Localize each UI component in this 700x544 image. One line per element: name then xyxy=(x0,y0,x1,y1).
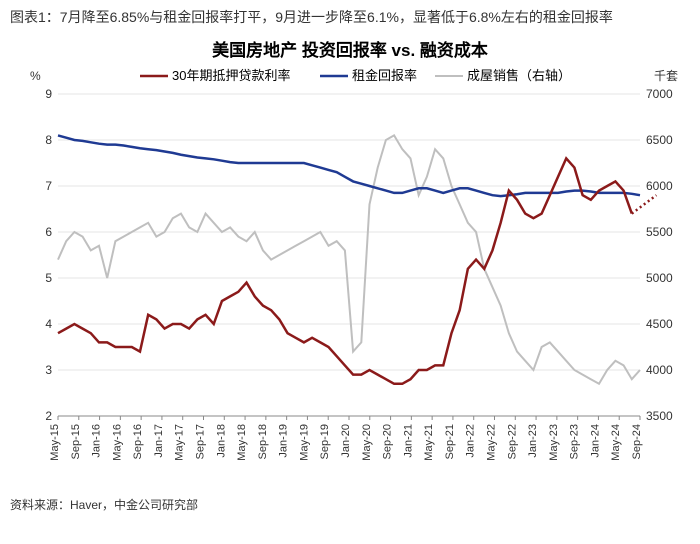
svg-text:5: 5 xyxy=(45,271,52,285)
svg-text:千套: 千套 xyxy=(654,69,678,83)
chart-title: 美国房地产 投资回报率 vs. 融资成本 xyxy=(212,40,488,60)
svg-text:3: 3 xyxy=(45,363,52,377)
svg-text:Sep-18: Sep-18 xyxy=(257,424,269,459)
home_sales-line xyxy=(58,135,640,383)
svg-text:9: 9 xyxy=(45,87,52,101)
svg-text:Jan-24: Jan-24 xyxy=(589,424,601,458)
svg-text:Sep-17: Sep-17 xyxy=(195,424,207,459)
svg-text:Jan-16: Jan-16 xyxy=(91,424,103,458)
svg-text:Sep-21: Sep-21 xyxy=(444,424,456,459)
svg-text:8: 8 xyxy=(45,133,52,147)
svg-text:4500: 4500 xyxy=(646,317,673,331)
legend-item: 租金回报率 xyxy=(352,68,417,83)
svg-text:Sep-24: Sep-24 xyxy=(631,424,643,459)
svg-text:4: 4 xyxy=(45,317,52,331)
svg-text:2: 2 xyxy=(45,409,52,423)
svg-text:5000: 5000 xyxy=(646,271,673,285)
svg-text:Jan-22: Jan-22 xyxy=(465,424,477,458)
svg-text:Jan-20: Jan-20 xyxy=(340,424,352,458)
svg-text:4000: 4000 xyxy=(646,363,673,377)
svg-text:Jan-19: Jan-19 xyxy=(278,424,290,458)
svg-text:May-18: May-18 xyxy=(236,424,248,461)
svg-text:May-22: May-22 xyxy=(486,424,498,461)
figure-caption: 图表1：7月降至6.85%与租金回报率打平，9月进一步降至6.1%，显著低于6.… xyxy=(0,0,700,32)
svg-text:May-20: May-20 xyxy=(361,424,373,461)
svg-text:Sep-22: Sep-22 xyxy=(506,424,518,459)
svg-text:Sep-23: Sep-23 xyxy=(569,424,581,459)
svg-text:%: % xyxy=(30,69,41,83)
svg-text:Jan-18: Jan-18 xyxy=(215,424,227,458)
svg-text:Jan-23: Jan-23 xyxy=(527,424,539,458)
svg-text:May-15: May-15 xyxy=(49,424,61,461)
mortgage_rate-forecast xyxy=(632,195,657,213)
svg-text:5500: 5500 xyxy=(646,225,673,239)
svg-text:Sep-19: Sep-19 xyxy=(319,424,331,459)
svg-text:Sep-20: Sep-20 xyxy=(382,424,394,459)
svg-text:6: 6 xyxy=(45,225,52,239)
svg-text:6500: 6500 xyxy=(646,133,673,147)
svg-text:Jan-21: Jan-21 xyxy=(402,424,414,458)
svg-text:May-24: May-24 xyxy=(610,424,622,461)
legend-item: 成屋销售（右轴） xyxy=(467,68,571,83)
svg-text:May-19: May-19 xyxy=(298,424,310,461)
svg-text:7: 7 xyxy=(45,179,52,193)
svg-text:May-17: May-17 xyxy=(174,424,186,461)
svg-text:3500: 3500 xyxy=(646,409,673,423)
svg-text:May-16: May-16 xyxy=(111,424,123,461)
legend-item: 30年期抵押贷款利率 xyxy=(172,68,290,83)
line-chart: 2 3 4 5 6 7 8 9 3500 4000 4500 5000 5500 6000 6500 7000… xyxy=(10,32,690,492)
svg-text:Jan-17: Jan-17 xyxy=(153,424,165,458)
svg-text:May-23: May-23 xyxy=(548,424,560,461)
svg-text:Sep-15: Sep-15 xyxy=(70,424,82,459)
svg-text:7000: 7000 xyxy=(646,87,673,101)
svg-text:Sep-16: Sep-16 xyxy=(132,424,144,459)
source-text: 资料来源：Haver，中金公司研究部 xyxy=(0,492,700,517)
chart-container: 2 3 4 5 6 7 8 9 3500 4000 4500 5000 5500 6000 6500 7000… xyxy=(10,32,690,492)
svg-text:May-21: May-21 xyxy=(423,424,435,461)
svg-text:6000: 6000 xyxy=(646,179,673,193)
